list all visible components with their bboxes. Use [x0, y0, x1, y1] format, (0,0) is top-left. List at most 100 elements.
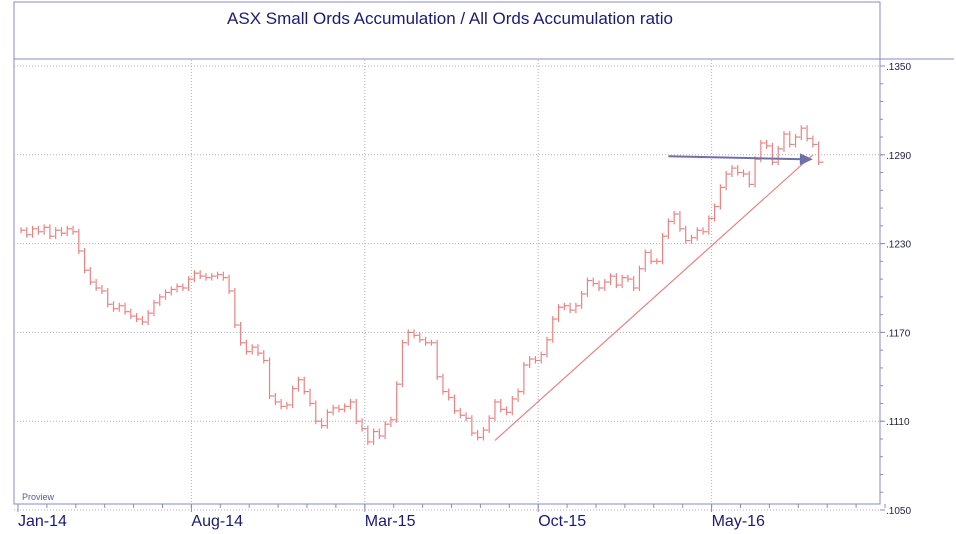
price-bar — [766, 139, 772, 149]
price-bar — [384, 421, 390, 439]
price-bar — [777, 145, 783, 166]
price-bar — [315, 400, 321, 425]
price-bar — [604, 279, 610, 291]
y-tick-label: .1170 — [886, 328, 911, 339]
price-bar — [118, 302, 125, 312]
price-bar — [818, 141, 824, 166]
price-bar — [89, 267, 96, 286]
price-bar — [667, 218, 674, 240]
y-tick-label: .1350 — [886, 62, 911, 73]
price-bar — [338, 404, 344, 413]
price-bar — [326, 409, 333, 429]
price-bar — [130, 308, 136, 320]
price-bar — [725, 171, 731, 191]
price-bar — [621, 274, 627, 289]
price-bar — [534, 356, 541, 364]
price-bar — [465, 412, 471, 422]
chart-title: ASX Small Ords Accumulation / All Ords A… — [227, 9, 673, 28]
price-bar — [719, 184, 726, 210]
price-bar — [378, 428, 385, 439]
price-bar — [592, 277, 598, 287]
price-bar — [240, 322, 246, 346]
price-bar — [794, 134, 801, 148]
price-bar — [806, 125, 812, 142]
price-bars — [20, 125, 824, 445]
price-bar — [372, 428, 379, 445]
price-bar — [263, 350, 269, 364]
price-bar — [66, 225, 73, 237]
price-bar — [517, 388, 523, 402]
x-tick-label: Jan-14 — [18, 513, 67, 530]
price-bar — [638, 265, 645, 291]
price-bar — [176, 283, 182, 293]
price-bar — [575, 302, 581, 314]
price-bar — [713, 203, 720, 222]
chart-frame — [13, 1, 881, 505]
price-bar — [702, 227, 708, 235]
price-bar — [690, 234, 697, 244]
price-bar — [268, 357, 275, 400]
y-tick-label: .1050 — [886, 506, 911, 517]
price-bar — [685, 225, 691, 244]
price-bar — [633, 276, 639, 291]
price-bar — [216, 271, 223, 280]
price-bar — [280, 398, 286, 410]
price-bar — [390, 416, 396, 428]
price-bar — [731, 165, 737, 178]
price-bar — [188, 276, 194, 291]
price-bar — [586, 277, 593, 297]
price-bar — [477, 430, 483, 441]
price-bar — [442, 373, 448, 395]
price-bar — [355, 398, 362, 425]
price-bar — [367, 425, 373, 445]
price-bar — [500, 398, 506, 413]
price-bar — [448, 388, 454, 401]
price-bar — [598, 280, 604, 291]
price-bar — [396, 381, 402, 423]
price-bar — [309, 388, 315, 407]
price-bar — [147, 310, 153, 326]
watermark-text: Proview — [22, 492, 55, 502]
price-bar — [488, 415, 494, 434]
price-bar — [95, 279, 101, 291]
price-bar — [37, 225, 44, 235]
price-bar — [540, 351, 546, 364]
price-bar — [153, 299, 159, 317]
price-bar — [257, 344, 263, 357]
price-bar — [286, 401, 292, 410]
price-bar — [656, 258, 662, 265]
price-bar — [800, 125, 807, 141]
trend-arrow — [668, 153, 813, 166]
price-bar — [234, 287, 240, 328]
y-tick-label: .1110 — [886, 417, 910, 428]
price-bar — [20, 227, 26, 234]
price-bar — [742, 169, 749, 178]
price-bar — [297, 376, 304, 392]
trendline — [494, 154, 814, 441]
price-bar — [245, 339, 252, 355]
price-bar — [332, 404, 338, 416]
price-bar — [112, 301, 119, 312]
price-bar — [425, 336, 431, 346]
price-bar — [523, 361, 529, 395]
price-bar — [459, 407, 466, 419]
price-bar — [789, 131, 795, 148]
price-bar — [557, 304, 564, 323]
price-bar — [60, 227, 67, 237]
price-bar — [320, 418, 327, 429]
price-bar — [251, 344, 257, 355]
price-bar — [205, 273, 211, 281]
y-tick-label: .1230 — [886, 240, 911, 251]
price-bar — [211, 273, 217, 281]
price-bar — [627, 274, 633, 283]
price-bar — [615, 273, 622, 289]
price-bar — [737, 165, 743, 176]
price-bar — [344, 403, 350, 413]
price-bar — [401, 339, 408, 388]
price-bar — [581, 290, 587, 309]
price-bar — [511, 396, 518, 416]
price-bar — [754, 156, 760, 188]
price-bar — [78, 228, 84, 254]
price-bar — [407, 329, 414, 346]
